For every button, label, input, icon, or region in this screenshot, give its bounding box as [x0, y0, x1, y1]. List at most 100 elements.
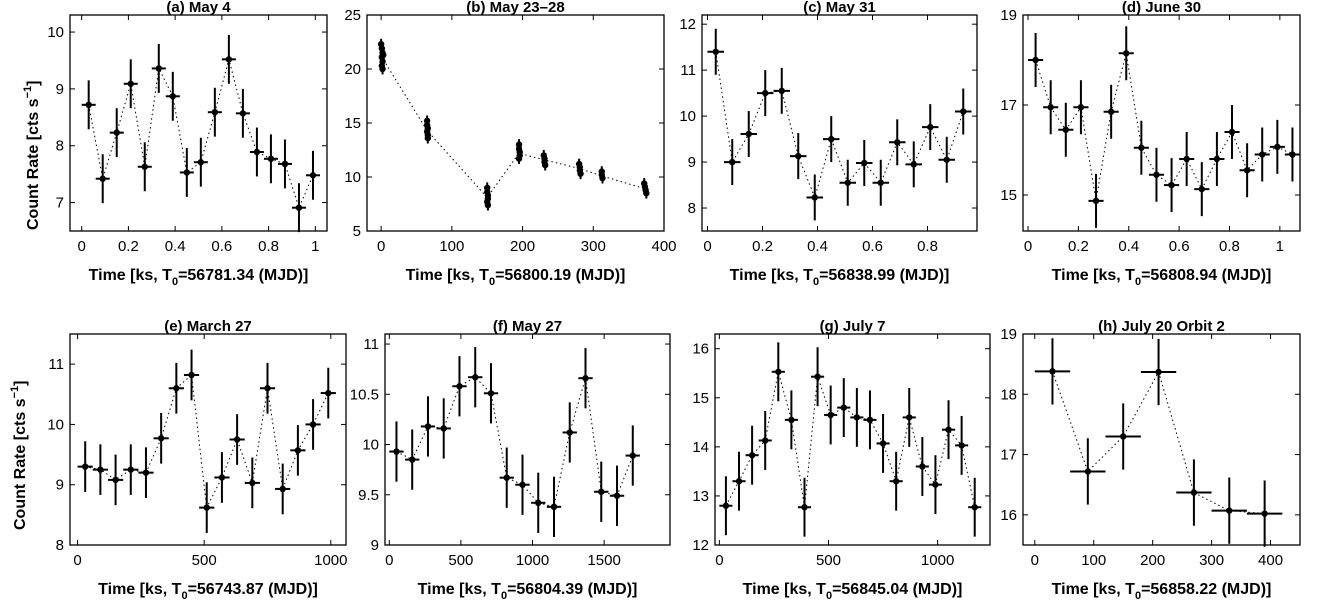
y-axis-label-top: Count Rate [cts s−1]: [22, 81, 42, 230]
y-tick-label: 8: [688, 200, 696, 217]
data-point: [436, 398, 451, 459]
x-tick-label: 0.8: [917, 238, 938, 255]
x-tick-label: 0: [73, 552, 81, 569]
data-point: [928, 455, 942, 515]
marker: [1049, 368, 1056, 375]
x-tick-label: 0: [715, 552, 723, 569]
data-point: [773, 67, 790, 114]
y-tick-label: 14: [692, 439, 709, 456]
data-point: [609, 465, 625, 526]
data-point: [758, 411, 772, 470]
marker: [971, 504, 978, 511]
marker: [1092, 197, 1100, 205]
marker: [484, 201, 492, 209]
x-tick-label: 0.4: [807, 238, 828, 255]
marker: [1077, 104, 1085, 111]
data-point: [244, 457, 260, 509]
marker: [424, 423, 432, 430]
data-point: [1073, 80, 1089, 135]
marker: [503, 474, 510, 481]
data-point: [732, 451, 746, 511]
y-tick-label: 15: [344, 115, 361, 132]
trend-line: [715, 51, 964, 200]
data-point: [235, 88, 250, 138]
data-point: [724, 139, 741, 186]
data-point: [1246, 480, 1283, 547]
marker: [775, 368, 782, 375]
data-point: [199, 482, 215, 533]
data-point: [902, 387, 916, 447]
marker: [113, 129, 120, 136]
data-point: [625, 425, 640, 486]
marker: [599, 174, 606, 182]
data-point: [1140, 338, 1177, 406]
data-point: [1148, 147, 1165, 202]
x-tick-label: 0: [703, 238, 711, 255]
data-point: [214, 452, 230, 503]
y-tick-label: 19: [1000, 326, 1017, 343]
marker: [225, 56, 233, 63]
marker: [173, 385, 180, 392]
data-point: [183, 349, 200, 401]
x-tick-label: 0: [1024, 238, 1032, 255]
y-tick-label: 11: [680, 62, 696, 79]
x-tick-label: 0.4: [165, 238, 186, 255]
x-tick-label: 100: [1081, 552, 1106, 569]
y-tick-label: 18: [1000, 386, 1017, 403]
x-tick-label: 500: [192, 552, 217, 569]
x-tick-label: 1500: [587, 552, 620, 569]
marker: [788, 416, 795, 424]
data-point: [123, 444, 139, 495]
marker: [735, 478, 743, 485]
marker: [879, 440, 887, 447]
panel-title: (c) May 31: [803, 0, 876, 16]
y-tick-label: 9: [56, 477, 64, 494]
data-point: [1103, 84, 1119, 139]
x-tick-label: 0: [78, 238, 86, 255]
data-point: [1088, 173, 1104, 228]
marker: [722, 502, 730, 509]
panel-g: (g) July 7 0 500 1000 12 13 14 15 16 Time [ks, T0…: [692, 318, 991, 602]
data-point: [850, 387, 864, 447]
marker: [535, 499, 542, 506]
marker: [1198, 185, 1205, 193]
marker: [1261, 510, 1268, 517]
marker: [861, 159, 868, 167]
marker: [943, 156, 950, 163]
data-point: [138, 447, 154, 498]
marker: [814, 373, 821, 380]
data-point: [790, 133, 807, 180]
data-point: [221, 34, 236, 84]
data-point: [938, 136, 955, 183]
data-point: [577, 168, 584, 180]
x-tick-label: 1000: [921, 552, 954, 569]
panel-e: (e) March 27 0 500 1000 8 9 10 11 Time [ks, T0=5…: [47, 318, 347, 602]
marker: [801, 504, 808, 511]
marker: [472, 374, 479, 381]
y-tick-label: 17: [1000, 447, 1017, 464]
marker: [778, 87, 785, 95]
x-tick-label: 500: [816, 552, 841, 569]
marker: [1084, 468, 1092, 475]
marker: [142, 469, 150, 476]
data-point: [797, 477, 812, 537]
data-point: [757, 70, 774, 117]
data-point: [905, 141, 922, 188]
marker: [380, 51, 387, 59]
data-point: [1164, 158, 1180, 213]
y-tick-label: 9: [688, 154, 696, 171]
y-tick-label: 10: [679, 108, 696, 125]
x-tick-label: 0: [385, 552, 393, 569]
trend-line: [396, 376, 634, 508]
marker: [906, 414, 913, 421]
y-axis-label-bottom: Count Rate [cts s−1]: [9, 381, 29, 530]
marker: [1289, 151, 1296, 158]
marker: [1047, 104, 1054, 111]
data-point: [889, 451, 903, 511]
data-point: [1176, 459, 1212, 526]
data-point: [643, 187, 650, 199]
data-point: [740, 111, 757, 158]
y-tick-label: 10.5: [350, 386, 379, 403]
x-axis-label: Time [ks, T0=56808.94 (MJD)]: [1052, 267, 1272, 288]
data-point: [955, 415, 969, 475]
